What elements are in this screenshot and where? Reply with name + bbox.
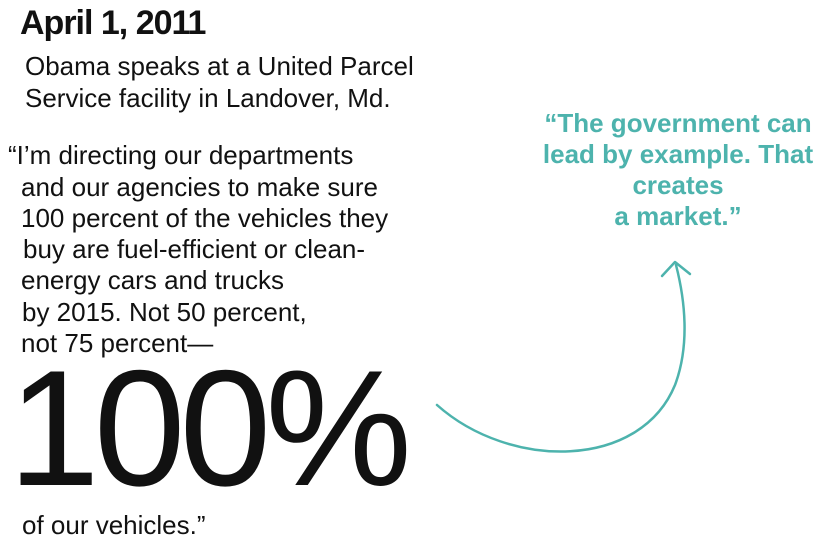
caption: Obama speaks at a United Parcel Service … [25,50,414,114]
quote-line: by 2015. Not 50 percent, [22,297,307,327]
quote-line: buy are fuel-efficient or clean- [23,234,366,264]
date-heading: April 1, 2011 [20,4,206,42]
quote-line: not 75 percent— [21,328,214,358]
quote-ending: of our vehicles.” [22,510,206,540]
quote-line: energy cars and trucks [21,265,285,295]
quote-line: 100 percent of the vehicles they [21,203,389,233]
quote-line: and our agencies to make sure [21,172,378,202]
pull-quote-line: lead by example. That [542,139,814,169]
pull-quote-line: “The government can [544,108,812,138]
caption-line: Obama speaks at a United Parcel [25,51,414,81]
caption-line: Service facility in Landover, Md. [25,83,391,113]
pull-quote-line: creates [632,170,724,200]
quote-line: “I’m directing our departments [8,140,354,170]
big-percentage: 100% [8,336,412,520]
pull-quote-line: a market.” [614,201,742,231]
pull-quote: “The government can lead by example. Tha… [520,108,836,232]
